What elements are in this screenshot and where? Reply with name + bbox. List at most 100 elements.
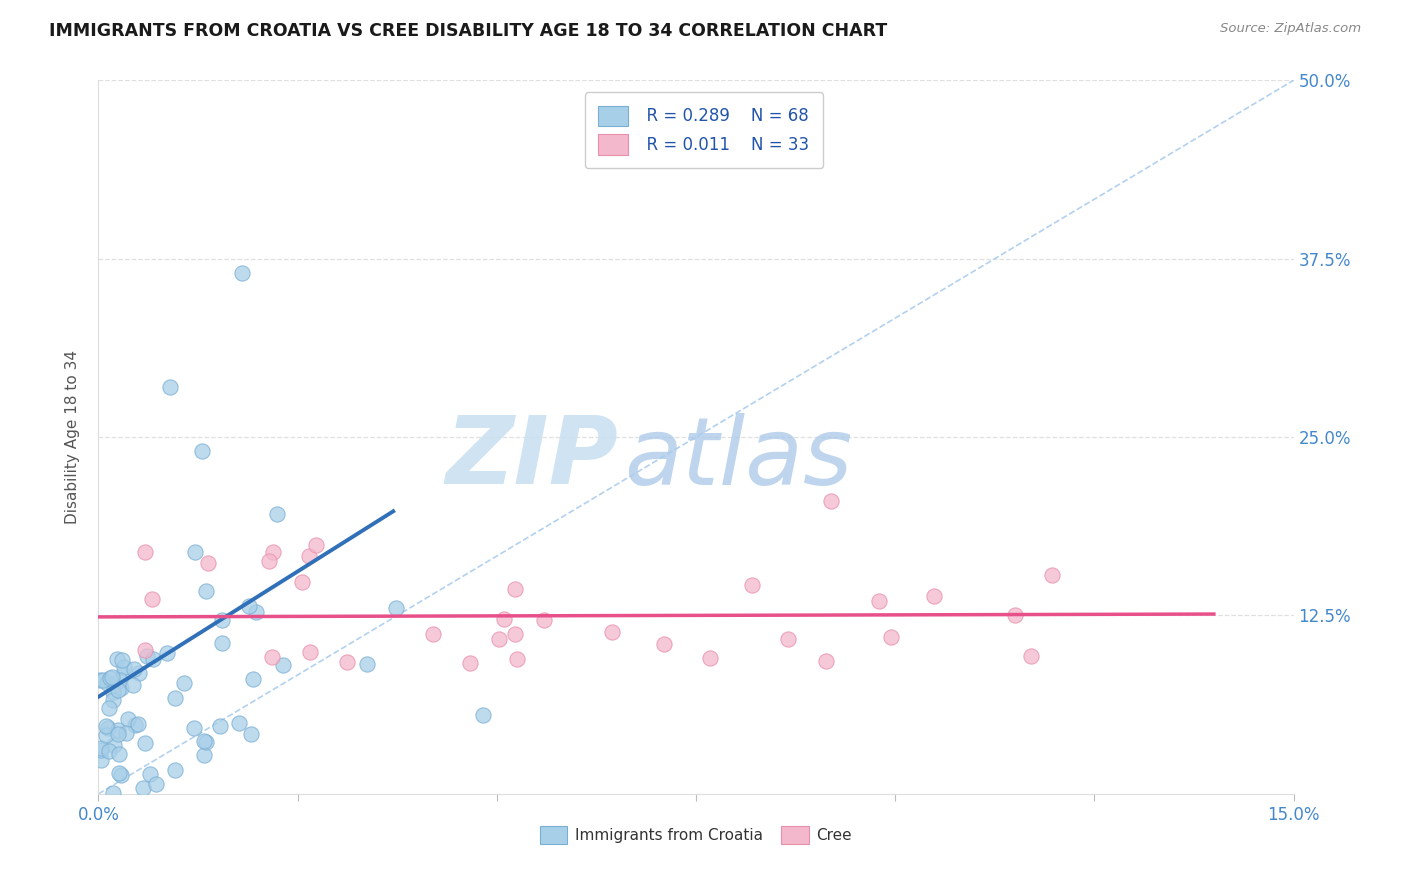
Point [209, 719, 232, 733]
Point [90, 753, 112, 767]
Point [108, 765, 131, 780]
Point [193, 733, 215, 747]
Point [260, 650, 283, 665]
Point [111, 653, 134, 667]
Point [488, 632, 510, 646]
Point [211, 613, 233, 627]
Point [103, 684, 125, 698]
Point [195, 734, 218, 748]
Point [298, 549, 321, 564]
Point [880, 630, 903, 644]
Point [103, 738, 125, 752]
Point [94, 728, 117, 742]
Text: atlas: atlas [624, 413, 852, 504]
Point [197, 556, 219, 570]
Point [503, 627, 526, 641]
Point [299, 645, 322, 659]
Point [112, 660, 135, 674]
Point [245, 605, 267, 619]
Point [257, 554, 280, 568]
Point [98, 744, 121, 758]
Point [159, 380, 181, 394]
Point [101, 786, 124, 800]
Point [422, 627, 444, 641]
Point [134, 544, 156, 558]
Point [815, 654, 838, 668]
Legend: Immigrants from Croatia, Cree: Immigrants from Croatia, Cree [534, 820, 858, 850]
Point [122, 662, 145, 676]
Point [1019, 649, 1042, 664]
Point [90, 743, 112, 757]
Point [191, 444, 214, 458]
Point [117, 712, 139, 726]
Point [139, 767, 162, 781]
Point [141, 591, 163, 606]
Point [533, 613, 555, 627]
Text: IMMIGRANTS FROM CROATIA VS CREE DISABILITY AGE 18 TO 34 CORRELATION CHART: IMMIGRANTS FROM CROATIA VS CREE DISABILI… [49, 22, 887, 40]
Point [90, 740, 112, 755]
Point [107, 747, 129, 762]
Point [101, 693, 124, 707]
Point [97, 701, 120, 715]
Text: ZIP: ZIP [446, 412, 619, 505]
Point [91, 673, 114, 687]
Point [97, 721, 120, 735]
Point [193, 747, 215, 762]
Point [183, 721, 205, 735]
Point [107, 727, 129, 741]
Point [145, 777, 167, 791]
Point [228, 715, 250, 730]
Point [291, 574, 314, 589]
Point [110, 768, 132, 782]
Point [1004, 608, 1026, 623]
Text: Source: ZipAtlas.com: Source: ZipAtlas.com [1220, 22, 1361, 36]
Point [262, 545, 284, 559]
Point [271, 657, 294, 672]
Point [600, 624, 623, 639]
Point [112, 666, 135, 681]
Point [922, 589, 945, 603]
Point [105, 652, 128, 666]
Point [121, 678, 143, 692]
Y-axis label: Disability Age 18 to 34: Disability Age 18 to 34 [65, 350, 80, 524]
Point [156, 646, 179, 660]
Point [699, 650, 721, 665]
Point [384, 601, 406, 615]
Point [184, 545, 207, 559]
Point [471, 708, 494, 723]
Point [128, 665, 150, 680]
Point [142, 651, 165, 665]
Point [127, 716, 149, 731]
Point [231, 266, 253, 280]
Point [868, 594, 890, 608]
Point [238, 599, 260, 614]
Point [163, 764, 186, 778]
Point [134, 736, 156, 750]
Point [494, 612, 516, 626]
Point [305, 538, 328, 552]
Point [356, 657, 378, 671]
Point [652, 636, 675, 650]
Point [94, 719, 117, 733]
Point [194, 583, 217, 598]
Point [96, 675, 118, 690]
Point [1040, 567, 1063, 582]
Point [107, 682, 129, 697]
Point [211, 636, 233, 650]
Point [107, 723, 129, 737]
Point [778, 632, 800, 647]
Point [741, 578, 763, 592]
Point [506, 652, 529, 666]
Point [240, 727, 263, 741]
Point [101, 670, 124, 684]
Point [242, 673, 264, 687]
Point [503, 582, 526, 596]
Point [124, 717, 146, 731]
Point [458, 656, 481, 670]
Point [110, 681, 132, 695]
Point [173, 676, 195, 690]
Point [163, 690, 186, 705]
Point [89, 673, 111, 688]
Point [108, 673, 131, 688]
Point [100, 671, 122, 685]
